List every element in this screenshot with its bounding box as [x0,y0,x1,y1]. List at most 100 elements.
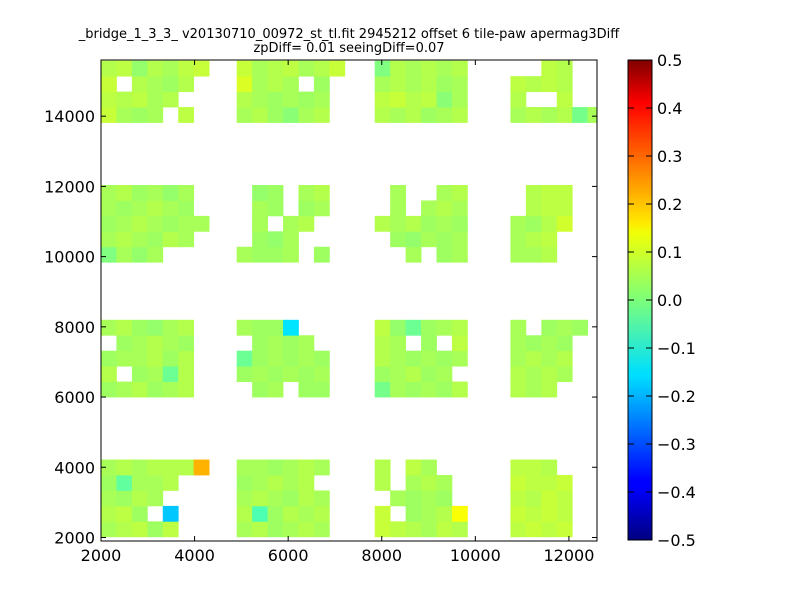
heatmap-cell [374,350,391,367]
heatmap-cell [267,350,284,367]
x-tick-label: 10000 [450,546,501,565]
heatmap-cell [101,521,117,538]
heatmap-cell [252,246,268,263]
heatmap-cell [236,490,253,507]
heatmap-cell [131,459,148,476]
heatmap-cell [405,459,422,476]
heatmap-cell [283,335,299,352]
x-tick-label: 12000 [543,546,594,565]
heatmap-cell [252,521,268,538]
heatmap-cell [541,335,558,352]
heatmap-cell [236,319,253,336]
heatmap-cell [162,521,179,538]
colorbar-tick-label: −0.2 [657,387,696,406]
y-tick-label: 2000 [54,528,95,547]
heatmap-cell [405,231,422,248]
heatmap-cell [405,490,422,507]
heatmap-cell [436,200,453,217]
heatmap-cell [313,200,330,217]
heatmap-cell [525,474,542,491]
heatmap-cell [267,91,284,108]
heatmap-cell [525,231,542,248]
heatmap-cell [116,107,133,123]
heatmap-cell [298,474,315,491]
heatmap-cell [267,335,284,352]
heatmap-cell [390,91,407,108]
heatmap-cell [252,474,268,491]
heatmap-cell [252,350,268,367]
heatmap-cell [510,246,527,263]
heatmap-cell [116,231,133,248]
heatmap-cell [436,91,453,108]
heatmap-cell [541,366,558,382]
heatmap-cell [510,350,527,367]
colorbar: 0.5 0.4 0.3 0.2 0.1 0.0 −0.1 −0.2 −0.3 −0.4 −0.5 [627,51,696,550]
y-tick-label: 14000 [44,107,95,126]
heatmap-cell [131,366,148,382]
heatmap-cell [298,107,315,123]
heatmap-cell [147,319,164,336]
heatmap-cell [451,319,468,336]
colorbar-tick-label: −0.5 [657,531,696,550]
heatmap-cell [116,490,133,507]
heatmap-cell [313,60,330,77]
chart-title-line1: _bridge_1_3_3_ v20130710_00972_st_tl.fit… [78,27,620,42]
x-tick-label: 2000 [81,546,122,565]
heatmap-cell [556,474,573,491]
heatmap-cell [162,319,179,336]
heatmap-cell [147,200,164,217]
heatmap-cell [131,91,148,108]
heatmap-cell [436,366,453,382]
heatmap-cell [390,319,407,336]
heatmap-cell [313,184,330,201]
heatmap-cell [329,60,346,77]
x-tick-label: 8000 [361,546,402,565]
heatmap-cell [390,335,407,352]
y-axis: 2000 4000 6000 8000 10000 12000 14000 [44,107,597,547]
heatmap-cell [178,200,195,217]
heatmap-cell [178,184,195,201]
heatmap-cell [283,505,299,522]
heatmap-cell [374,76,391,92]
heatmap-cell [436,246,453,263]
heatmap-cell [541,350,558,367]
heatmap-cell [252,91,268,108]
heatmap-cell [283,521,299,538]
heatmap-cell [525,107,542,123]
heatmap-cell [541,459,558,476]
heatmap-cell [374,381,391,398]
heatmap-cell [541,246,558,263]
heatmap-cell [510,91,527,108]
heatmap-cell [236,505,253,522]
heatmap-cell [162,91,179,108]
heatmap-cell [101,76,117,92]
heatmap-cell [451,246,468,263]
heatmap-cell [510,335,527,352]
heatmap-cell [162,474,179,491]
heatmap-cell [510,505,527,522]
heatmap-cell [525,246,542,263]
heatmap-cell [131,76,148,92]
colorbar-tick-label: 0.5 [657,51,682,70]
heatmap-cell [298,91,315,108]
heatmap-cell [101,184,117,201]
x-tick-label: 4000 [174,546,215,565]
heatmap-cell [267,521,284,538]
heatmap-cell [451,505,468,522]
heatmap-cell [178,215,195,232]
heatmap-cell [421,381,437,398]
heatmap-cell [405,521,422,538]
heatmap-cell [436,319,453,336]
heatmap-cell [162,76,179,92]
heatmap-cell [252,215,268,232]
heatmap-cell [298,505,315,522]
heatmap-cell [374,366,391,382]
heatmap-cell [147,350,164,367]
colorbar-tick-label: −0.3 [657,435,696,454]
heatmap-cell [116,381,133,398]
heatmap-cell [283,231,299,248]
heatmap-cell [525,200,542,217]
heatmap-cell [421,521,437,538]
heatmap-cell [178,60,195,77]
heatmap-cell [510,459,527,476]
